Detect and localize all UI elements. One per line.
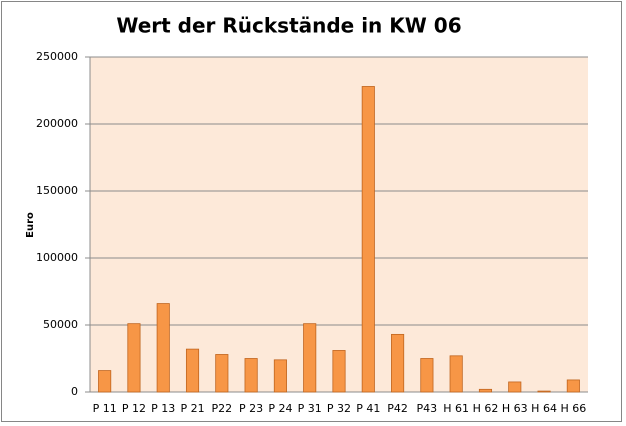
bar	[361, 86, 375, 393]
bar	[478, 388, 493, 393]
x-tick-label: P43	[417, 402, 438, 415]
x-tick-label: P 32	[327, 402, 351, 415]
x-tick-label: H 62	[473, 402, 499, 415]
x-tick-label: P 31	[298, 402, 322, 415]
bar	[420, 358, 434, 393]
bar	[98, 370, 112, 393]
bar	[244, 358, 258, 393]
y-tick-label: 0	[71, 385, 78, 398]
y-axis-label: Euro	[25, 212, 36, 238]
x-tick-label: H 66	[560, 402, 586, 415]
x-tick-label: P 41	[356, 402, 380, 415]
x-tick-label: P42	[387, 402, 408, 415]
bar	[537, 390, 551, 393]
y-tick-label: 200000	[36, 117, 78, 130]
x-tick-label: P 21	[180, 402, 204, 415]
bar	[566, 379, 580, 393]
bar	[127, 323, 141, 393]
bar	[185, 348, 200, 393]
y-tick-label: 250000	[36, 50, 78, 63]
x-tick-label: H 64	[531, 402, 557, 415]
x-tick-label: H 61	[443, 402, 469, 415]
x-tick-label: H 63	[502, 402, 528, 415]
bar	[449, 355, 463, 393]
y-tick-label: 50000	[43, 318, 78, 331]
bar	[332, 350, 346, 393]
bar	[273, 359, 287, 393]
bar	[303, 323, 317, 393]
x-tick-label: P 24	[268, 402, 292, 415]
bar	[156, 303, 170, 393]
x-tick-label: P 23	[239, 402, 263, 415]
y-tick-label: 100000	[36, 251, 78, 264]
bar	[215, 354, 229, 393]
y-tick-label: 150000	[36, 184, 78, 197]
x-tick-label: P22	[212, 402, 233, 415]
x-tick-label: P 11	[93, 402, 117, 415]
x-tick-label: P 12	[122, 402, 146, 415]
plot-area	[90, 57, 588, 392]
x-tick-label: P 13	[151, 402, 175, 415]
bar	[391, 333, 405, 393]
bar	[508, 381, 522, 393]
chart-title: Wert der Rückstände in KW 06	[116, 14, 461, 38]
